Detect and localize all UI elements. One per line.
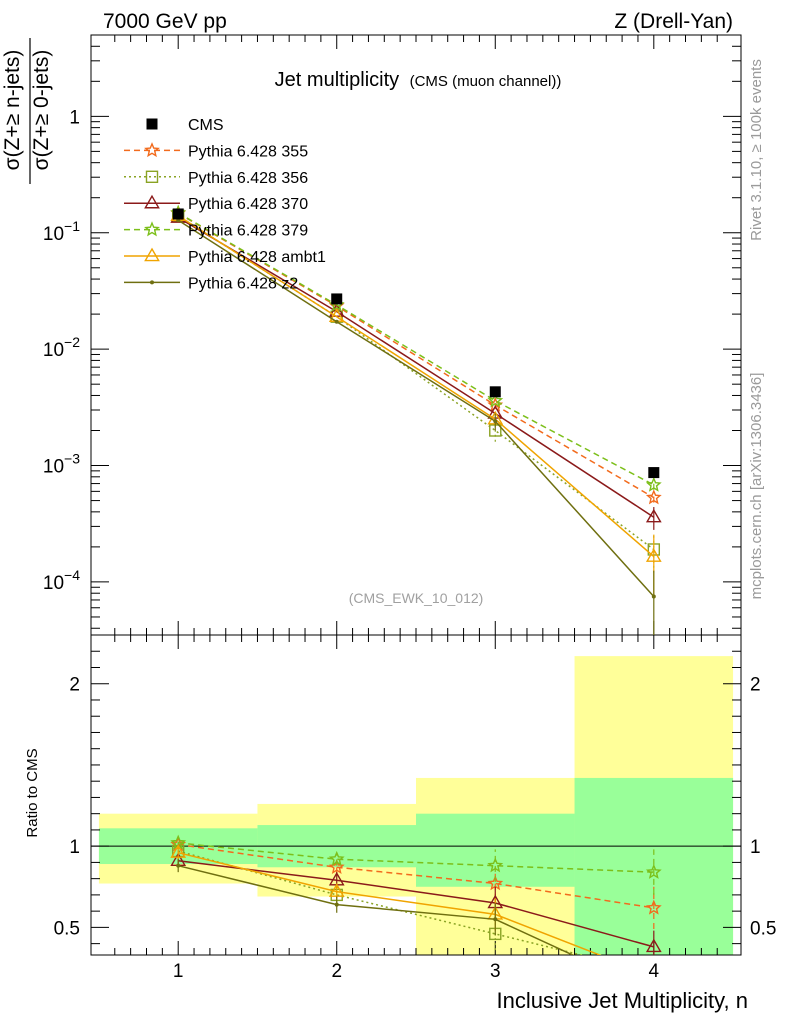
legend-label-pythia-6-428-z2: Pythia 6.428 z2 (188, 275, 298, 292)
ratio-point-pythia-6-428-ambt1 (328, 883, 345, 897)
main-point-pythia-6-428-379 (487, 392, 504, 408)
ratio-line-pythia-6-428-ambt1 (178, 851, 602, 955)
analysis-tag: (CMS_EWK_10_012) (349, 590, 484, 606)
main-point-pythia-6-428-370 (645, 508, 662, 523)
ratio-point-pythia-6-428-z2 (176, 863, 181, 868)
ratio-point-pythia-6-428-370 (645, 938, 662, 953)
x-tick-label: 2 (331, 961, 342, 982)
y-tick-label: 10−4 (43, 567, 80, 594)
ratio-point-pythia-6-428-379 (645, 863, 662, 879)
y-tick-label: 10−1 (43, 218, 80, 245)
ratio-line-pythia-6-428-z2 (178, 864, 575, 955)
ratio-point-pythia-6-428-z2 (334, 902, 339, 907)
legend-label-pythia-6-428-ambt1: Pythia 6.428 ambt1 (188, 249, 326, 266)
y-tick-label-ratio-right: 2 (750, 675, 761, 696)
mcplots-label: mcplots.cern.ch [arXiv:1306.3436] (748, 373, 765, 600)
ratio-line-pythia-6-428-356 (177, 850, 585, 955)
y-tick-label: 1 (69, 107, 80, 128)
x-tick-label: 1 (173, 961, 184, 982)
legend-marker-pythia-6-428-379 (144, 221, 160, 237)
legend-marker-pythia-6-428-355 (144, 142, 160, 158)
y-tick-label: 10−2 (43, 334, 80, 361)
main-point-pythia-6-428-z2 (651, 594, 656, 599)
y-tick-label-ratio: 2 (69, 675, 80, 696)
x-tick-label: 4 (649, 961, 660, 982)
main-point-cms (172, 208, 184, 220)
legend: CMS Pythia 6.428 355 Pythia 6.428 356 Pythi… (124, 117, 326, 292)
legend-label-pythia-6-428-356: Pythia 6.428 356 (188, 170, 308, 187)
legend-label-cms: CMS (188, 117, 224, 134)
legend-label-pythia-6-428-355: Pythia 6.428 355 (188, 143, 308, 160)
main-point-pythia-6-428-z2 (493, 419, 498, 424)
legend-marker-pythia-6-428-ambt1 (144, 247, 160, 262)
rivet-label: Rivet 3.1.10, ≥ 100k events (748, 59, 765, 241)
legend-marker-cms (146, 118, 158, 130)
y-tick-label-ratio: 1 (69, 837, 80, 858)
main-point-pythia-6-428-379 (645, 476, 662, 492)
plot-title: Jet multiplicity (CMS (muon channel)) (275, 69, 562, 91)
axis-ticks (91, 34, 741, 955)
y-tick-label-ratio-right: 0.5 (750, 918, 776, 939)
legend-label-pythia-6-428-379: Pythia 6.428 379 (188, 223, 308, 240)
y-label-ratio: Ratio to CMS (24, 748, 41, 837)
main-series (170, 204, 662, 635)
main-line-pythia-6-428-379 (177, 212, 655, 486)
y-label-top: σ(Z+≥ n-jets) σ(Z+≥ 0-jets) (1, 38, 53, 184)
main-point-pythia-6-428-z2 (334, 319, 339, 324)
ratio-point-pythia-6-428-355 (645, 899, 662, 915)
plot-title-main: Jet multiplicity (275, 69, 399, 91)
main-point-cms (648, 467, 660, 479)
ratio-series (170, 834, 662, 955)
ratio-line-pythia-6-428-355 (178, 843, 654, 909)
x-tick-label: 3 (490, 961, 501, 982)
legend-marker-pythia-6-428-370 (144, 194, 160, 209)
y-tick-label: 10−3 (43, 451, 80, 478)
y-tick-label-ratio-right: 1 (750, 837, 761, 858)
header-process: Z (Drell-Yan) (614, 10, 733, 33)
ratio-point-pythia-6-428-355 (487, 875, 504, 891)
main-line-pythia-6-428-z2 (177, 219, 655, 598)
x-axis-label: Inclusive Jet Multiplicity, n (497, 988, 748, 1013)
main-point-cms (331, 293, 343, 305)
main-point-cms (489, 386, 501, 398)
ratio-point-pythia-6-428-ambt1 (170, 844, 187, 858)
ratio-bands (98, 656, 734, 955)
main-point-pythia-6-428-355 (645, 489, 662, 505)
main-line-pythia-6-428-370 (177, 216, 655, 518)
ratio-line-pythia-6-428-370 (178, 860, 655, 948)
y-label-numerator: σ(Z+≥ n-jets) (1, 50, 24, 171)
ratio-point-pythia-6-428-z2 (493, 917, 498, 922)
y-tick-label-ratio: 0.5 (54, 918, 80, 939)
ratio-point-pythia-6-428-379 (487, 857, 504, 873)
main-line-pythia-6-428-ambt1 (177, 215, 655, 558)
plot-title-sub: (CMS (muon channel)) (410, 73, 562, 90)
legend-label-pythia-6-428-370: Pythia 6.428 370 (188, 196, 308, 213)
legend-marker-pythia-6-428-356 (145, 170, 159, 184)
main-line-pythia-6-428-356 (177, 215, 655, 551)
y-label-denominator: σ(Z+≥ 0-jets) (30, 50, 53, 171)
header-energy: 7000 GeV pp (103, 10, 227, 33)
main-point-pythia-6-428-ambt1 (645, 548, 662, 562)
legend-marker-pythia-6-428-z2 (150, 280, 154, 285)
ratio-point-pythia-6-428-379 (328, 850, 345, 866)
tick-labels: 1 2 3 4 10−4 10−3 10−2 10−1 1 0.5 0.5 1 1 2 2 (43, 107, 777, 982)
